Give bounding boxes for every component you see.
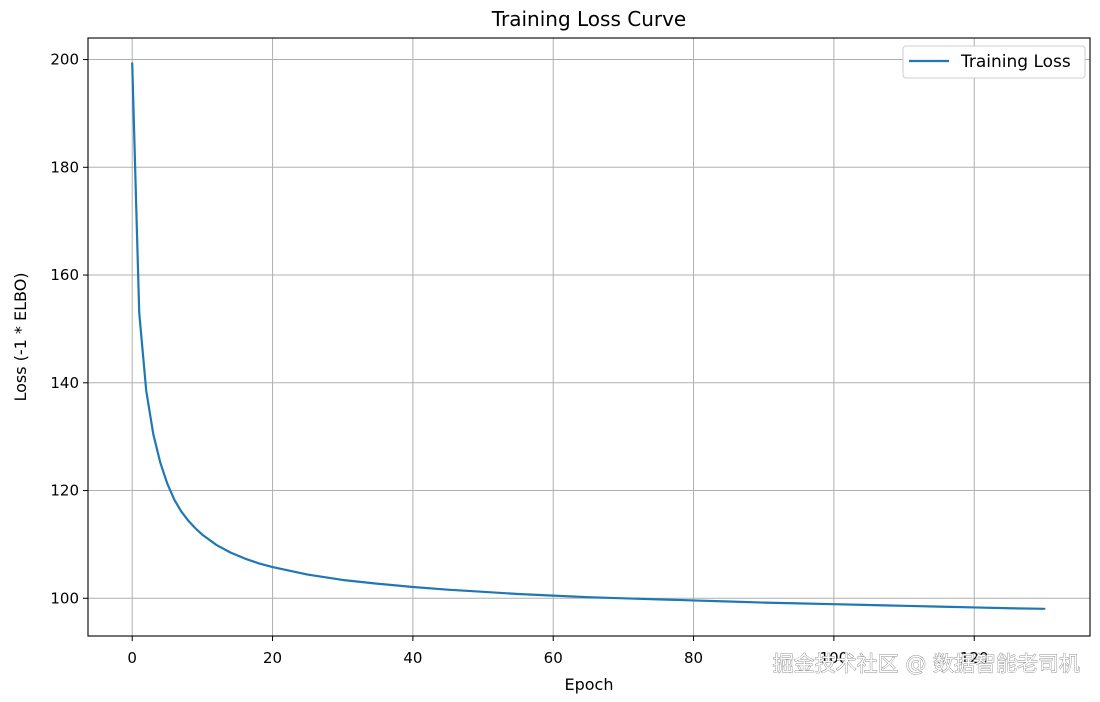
y-tick-label: 200 — [50, 51, 79, 69]
legend-box — [902, 45, 1086, 79]
training-loss-line — [131, 62, 1046, 610]
x-tick-label: 80 — [684, 649, 703, 667]
y-axis-label: Loss (-1 * ELBO) — [11, 272, 30, 401]
chart-title: Training Loss Curve — [491, 7, 687, 31]
y-tick-label: 140 — [50, 374, 79, 392]
y-tick-label: 180 — [50, 158, 79, 176]
legend-label: Training Loss — [960, 52, 1071, 72]
series-layer — [131, 62, 1046, 610]
x-tick-label: 100 — [820, 649, 849, 667]
x-tick-label: 60 — [544, 649, 563, 667]
watermark-text: 掘金技术社区 @ 数据智能老司机 — [773, 652, 1080, 676]
y-tick-label: 160 — [50, 266, 79, 284]
x-axis-label: Epoch — [565, 675, 614, 694]
y-tick-label: 120 — [50, 482, 79, 500]
plot-frame — [87, 37, 1091, 637]
x-tick-label: 20 — [263, 649, 282, 667]
x-tick-label: 0 — [127, 649, 137, 667]
x-tick-label: 120 — [960, 649, 989, 667]
x-tick-label: 40 — [403, 649, 422, 667]
legend: Training Loss — [902, 45, 1086, 79]
y-tick-label: 100 — [50, 589, 79, 607]
axis-ticks: 0 20 40 60 80 100 120 100 120 140 160 180 200 — [50, 51, 988, 667]
